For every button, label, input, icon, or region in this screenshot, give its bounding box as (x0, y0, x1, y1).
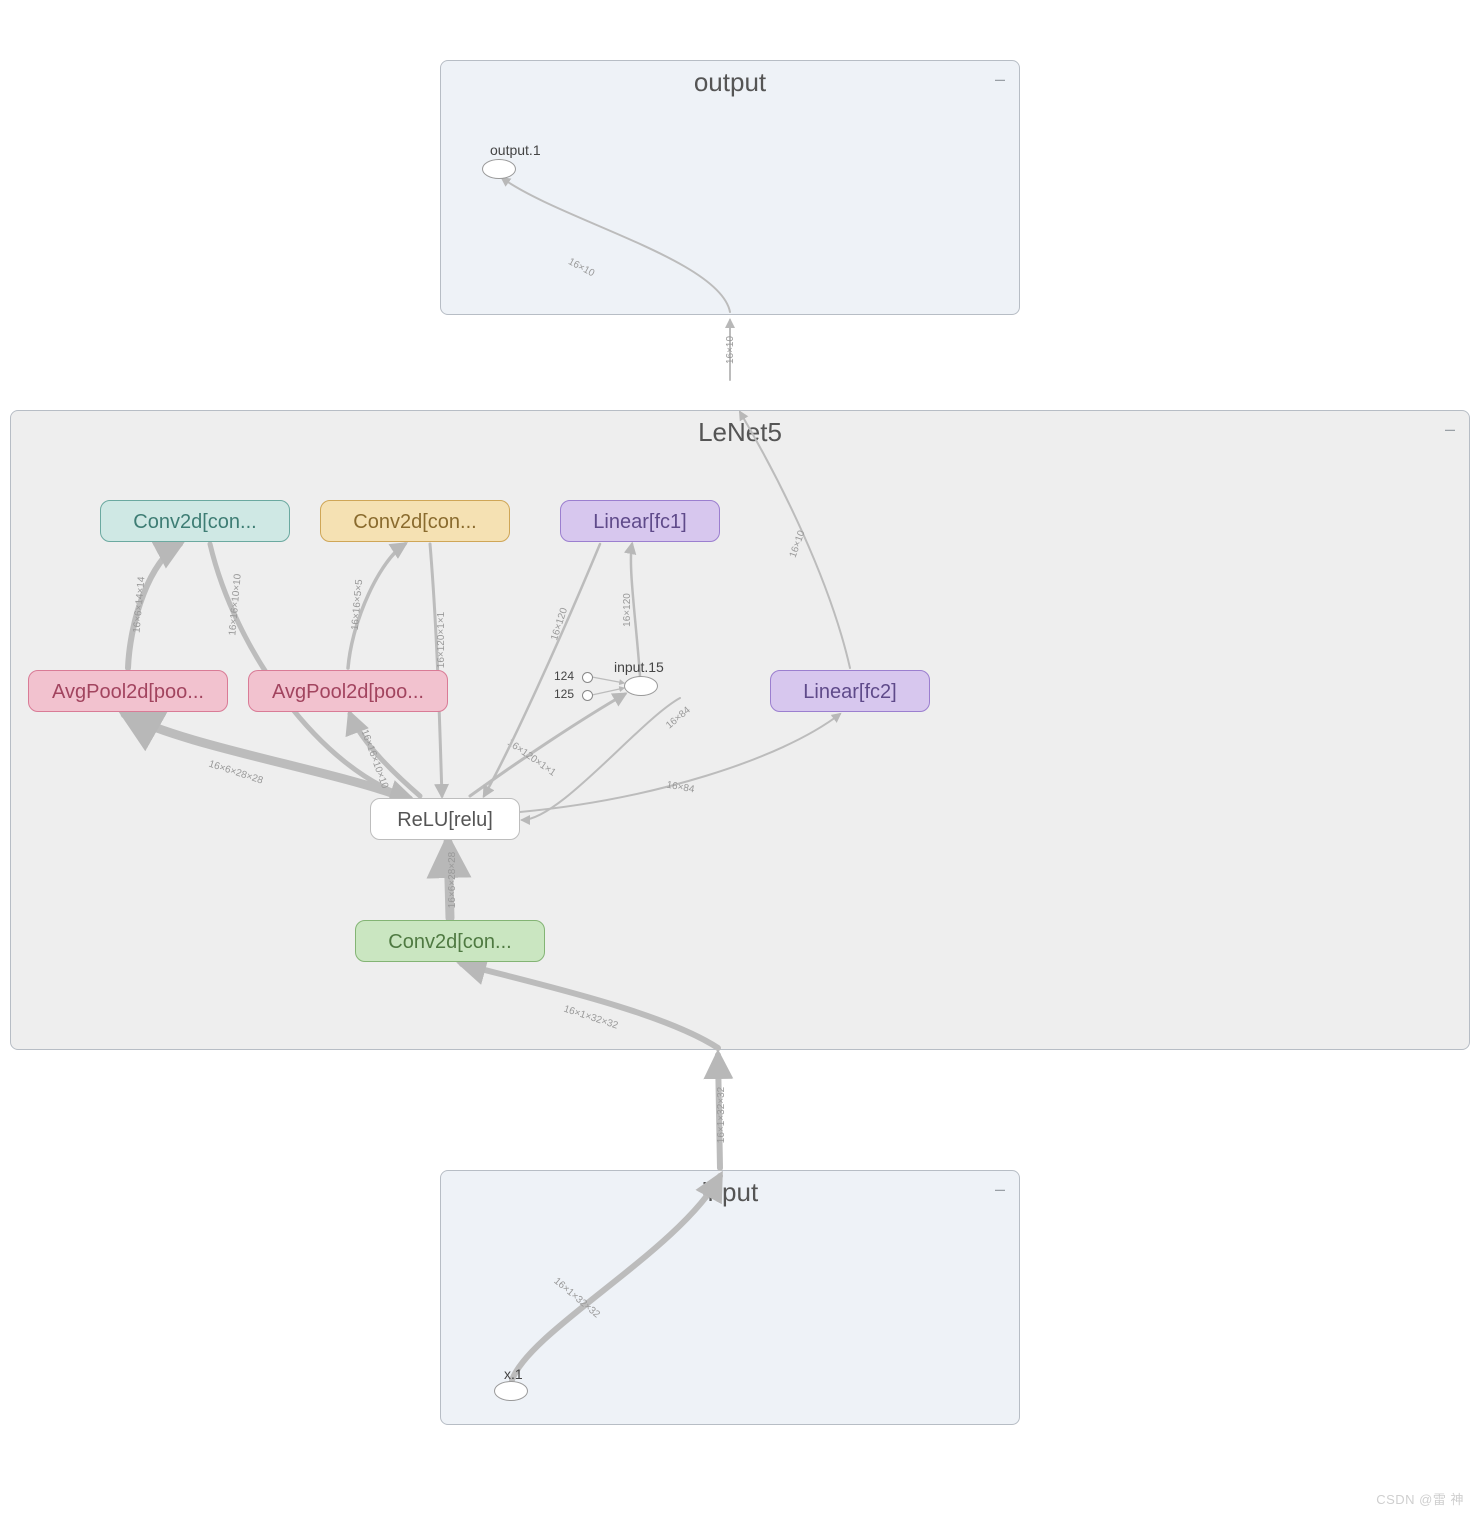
minimize-icon[interactable]: – (995, 69, 1005, 90)
output-panel[interactable]: output – (440, 60, 1020, 315)
small-node-x1[interactable] (494, 1381, 528, 1401)
node-conv3[interactable]: Conv2d[con... (320, 500, 510, 542)
lenet5-panel-title: LeNet5 (11, 417, 1469, 448)
input-panel-title: input (441, 1177, 1019, 1208)
node-pool1[interactable]: AvgPool2d[poo... (28, 670, 228, 712)
small-node-label-input15: input.15 (614, 659, 664, 675)
edge-label: 16×1×32×32 (716, 1086, 727, 1143)
minimize-icon[interactable]: – (1445, 419, 1455, 440)
small-node-input15[interactable] (624, 676, 658, 696)
small-node-label-output1: output.1 (490, 142, 541, 158)
node-fc2[interactable]: Linear[fc2] (770, 670, 930, 712)
node-pool2[interactable]: AvgPool2d[poo... (248, 670, 448, 712)
node-fc1[interactable]: Linear[fc1] (560, 500, 720, 542)
edge-label: 16×10 (725, 336, 736, 365)
const-port-label-c124: 124 (554, 669, 574, 683)
output-panel-title: output (441, 67, 1019, 98)
const-port-c124 (582, 672, 593, 683)
edge-input_panel_to_lenet (718, 1055, 720, 1168)
const-port-c125 (582, 690, 593, 701)
node-conv2[interactable]: Conv2d[con... (100, 500, 290, 542)
small-node-output1[interactable] (482, 159, 516, 179)
node-relu[interactable]: ReLU[relu] (370, 798, 520, 840)
node-conv1[interactable]: Conv2d[con... (355, 920, 545, 962)
small-node-label-x1: x.1 (504, 1366, 523, 1382)
minimize-icon[interactable]: – (995, 1179, 1005, 1200)
watermark: CSDN @雷 神 (1376, 1489, 1464, 1508)
const-port-label-c125: 125 (554, 687, 574, 701)
